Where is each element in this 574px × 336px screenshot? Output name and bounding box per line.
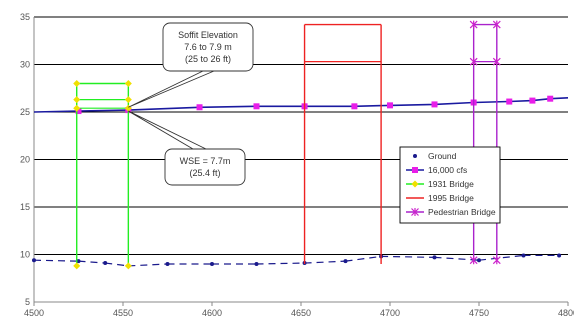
y-tick-label: 15 (20, 202, 30, 212)
diamond-marker (124, 96, 132, 104)
legend-label: 16,000 cfs (428, 165, 467, 175)
legend-item: Ground (413, 151, 457, 161)
x-tick-label: 4600 (202, 308, 222, 318)
square-marker (196, 104, 203, 111)
callout-text-line: WSE = 7.7m (180, 156, 231, 166)
star-marker (469, 20, 478, 29)
square-marker (387, 102, 393, 109)
square-marker (431, 101, 438, 108)
point-marker (254, 262, 259, 266)
x-tick-label: 4700 (380, 308, 400, 318)
square-marker (75, 108, 82, 115)
legend-item: 16,000 cfs (406, 165, 467, 175)
square-marker (351, 103, 358, 110)
ground-segment (128, 263, 168, 267)
legend-label: 1995 Bridge (428, 193, 474, 203)
callout-text-line: Soffit Elevation (178, 30, 238, 40)
point-marker (432, 255, 437, 260)
diamond-marker (73, 262, 81, 270)
diamond-marker (411, 180, 419, 188)
callout-text-line: (25 to 26 ft) (185, 54, 231, 64)
wse-line (33, 97, 569, 113)
legend-label: 1931 Bridge (428, 179, 474, 189)
callout-box (162, 22, 254, 72)
y-tick-label: 5 (25, 297, 30, 307)
ground-segment (345, 255, 382, 262)
y-tick-label: 30 (20, 60, 30, 70)
x-tick-label: 4650 (291, 308, 311, 318)
point-marker (413, 154, 417, 158)
diamond-marker (73, 96, 81, 104)
ground-segment (304, 260, 346, 264)
y-tick-label: 10 (20, 250, 30, 260)
point-marker (76, 259, 81, 264)
star-marker (492, 57, 501, 66)
ground-segment (478, 254, 524, 261)
star-marker (492, 256, 501, 265)
wse-callout: WSE = 7.7m (25.4 ft) (128, 110, 246, 186)
ground-segment (381, 255, 435, 258)
callout-text-line: (25.4 ft) (189, 168, 220, 178)
series-1995-bridge (303, 23, 382, 264)
point-marker (32, 258, 36, 263)
star-marker (492, 20, 501, 29)
callout-text-line: 7.6 to 7.9 m (184, 42, 232, 52)
x-tick-label: 4500 (24, 308, 44, 318)
diamond-marker (73, 80, 81, 87)
callout-box (164, 148, 246, 186)
star-marker (469, 256, 478, 265)
y-tick-label: 25 (20, 107, 30, 117)
y-tick-label: 35 (20, 12, 30, 22)
ground-segment (105, 262, 129, 267)
square-marker (529, 97, 536, 104)
legend-label: Ground (428, 151, 457, 161)
star-marker (469, 57, 478, 66)
square-marker (547, 95, 554, 102)
ground-segment (434, 256, 480, 261)
axes: 5 10 15 20 25 30 35 4500 4550 4600 4650 4700 4750 480… (20, 12, 574, 318)
diamond-marker (73, 104, 81, 112)
legend-item: Pedestrian Bridge (406, 207, 496, 217)
ground-segment (33, 259, 79, 262)
diamond-marker (124, 80, 132, 87)
series-ground (32, 253, 562, 268)
x-tick-label: 4550 (113, 308, 133, 318)
x-tick-label: 4800 (558, 308, 574, 318)
soffit-callout: Soffit Elevation 7.6 to 7.9 m (25 to 26 ft… (128, 22, 254, 108)
legend-label: Pedestrian Bridge (428, 207, 496, 217)
point-marker (557, 253, 562, 258)
point-marker (103, 261, 108, 266)
y-tick-label: 20 (20, 155, 30, 165)
square-marker (253, 103, 260, 110)
ground-segment (256, 262, 305, 265)
star-marker (411, 208, 419, 216)
annotations: Soffit Elevation 7.6 to 7.9 m (25 to 26 ft… (128, 22, 254, 186)
series-1931-bridge (73, 80, 132, 270)
square-marker (506, 98, 513, 105)
point-marker (210, 262, 214, 266)
square-marker (412, 167, 418, 173)
point-marker (521, 253, 526, 258)
legend-item: 1931 Bridge (406, 179, 474, 189)
point-marker (343, 259, 348, 264)
diamond-marker (124, 262, 132, 270)
legend-item: 1995 Bridge (406, 193, 474, 203)
ground-segment (78, 260, 106, 264)
x-tick-label: 4750 (469, 308, 489, 318)
legend: Ground 16,000 cfs 1931 Bridge 1995 Bridge Pe… (399, 146, 501, 224)
point-marker (165, 262, 170, 266)
point-marker (477, 258, 481, 263)
series-layer (32, 20, 569, 270)
